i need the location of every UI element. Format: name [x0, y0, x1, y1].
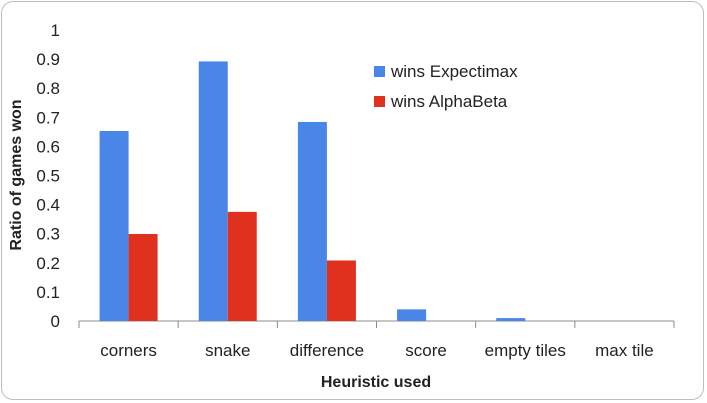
bar-expectimax	[496, 318, 526, 321]
legend-swatch	[374, 96, 385, 107]
x-tick-label: max tile	[595, 341, 654, 360]
bar-alphabeta	[227, 211, 257, 321]
bar-expectimax	[397, 309, 427, 321]
y-tick-label: 0.7	[36, 108, 60, 127]
y-tick-label: 0.9	[36, 50, 60, 69]
legend-swatch	[374, 66, 385, 77]
y-tick-label: 0.2	[36, 254, 60, 273]
y-tick-label: 0.1	[36, 283, 60, 302]
y-tick-label: 0.8	[36, 79, 60, 98]
x-tick-label: empty tiles	[485, 341, 566, 360]
x-tick-label: snake	[205, 341, 250, 360]
y-tick-label: 1	[51, 21, 60, 40]
x-tick-label: score	[405, 341, 447, 360]
y-tick-label: 0.3	[36, 225, 60, 244]
y-tick-label: 0	[51, 312, 60, 331]
x-tick-label: corners	[100, 341, 157, 360]
bar-expectimax	[297, 121, 327, 322]
y-tick-label: 0.5	[36, 167, 60, 186]
legend-label: wins Expectimax	[390, 62, 518, 81]
legend-label: wins AlphaBeta	[390, 92, 508, 111]
bar-alphabeta	[326, 260, 356, 321]
x-axis-label: Heuristic used	[321, 374, 431, 391]
bar-expectimax	[198, 61, 228, 321]
y-axis-label: Ratio of games won	[8, 99, 25, 250]
bar-alphabeta	[128, 233, 158, 321]
bar-expectimax	[99, 130, 129, 321]
y-tick-label: 0.6	[36, 137, 60, 156]
x-tick-label: difference	[290, 341, 364, 360]
y-tick-label: 0.4	[36, 196, 60, 215]
